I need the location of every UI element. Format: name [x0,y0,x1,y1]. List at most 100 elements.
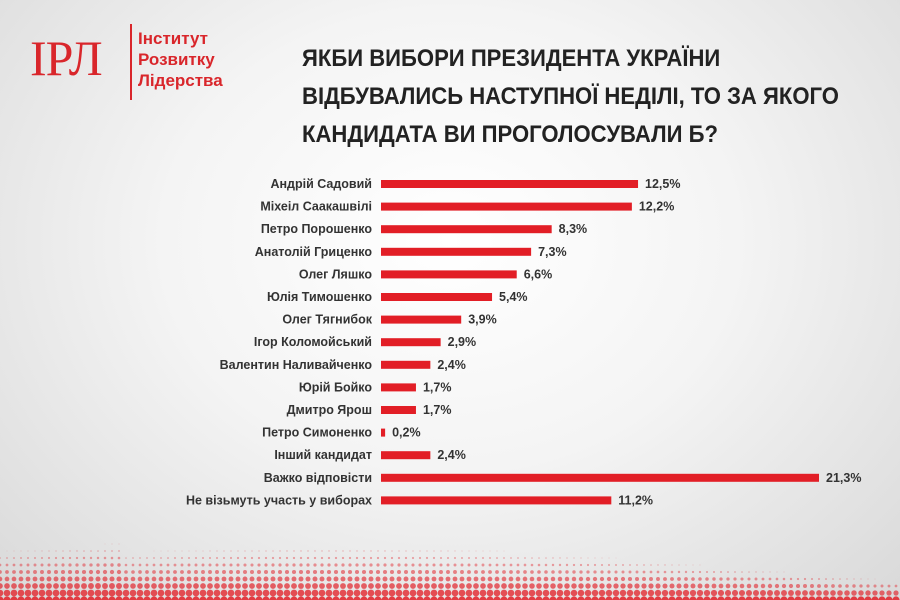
halftone-dot [68,556,72,560]
halftone-dot [340,569,346,575]
bar [381,247,532,256]
halftone-dot [411,570,415,574]
halftone-dot [531,557,533,559]
halftone-dot [636,564,638,566]
halftone-dot [752,596,760,600]
halftone-dot [256,583,262,589]
halftone-dot [766,596,774,600]
halftone-dot [444,596,452,600]
halftone-dot [181,557,183,559]
halftone-dot [710,596,718,600]
halftone-dot [591,589,599,597]
halftone-dot [656,577,660,581]
halftone-dot [81,569,87,575]
halftone-dot [676,583,682,589]
value-label: 5,4% [499,290,527,304]
category-label: Олег Ляшко [299,267,373,281]
halftone-dot [68,563,72,567]
halftone-dot [129,589,137,597]
halftone-dot [311,589,319,597]
halftone-dot [446,570,450,574]
halftone-dot [837,590,843,596]
halftone-dot [867,578,869,580]
halftone-dot [710,589,718,597]
halftone-dot [171,589,179,597]
halftone-dot [334,556,338,560]
halftone-dot [585,576,591,582]
halftone-dot [229,563,233,567]
halftone-dot [346,589,354,597]
halftone-dot [727,571,729,573]
halftone-dot [277,576,283,582]
halftone-dot [402,589,410,597]
halftone-dot [759,589,767,597]
halftone-dot [269,596,277,600]
halftone-dot [339,589,347,597]
halftone-dot [333,583,339,589]
halftone-dot [187,570,191,574]
halftone-dot [5,570,9,574]
halftone-dot [825,578,827,580]
bar [381,451,431,460]
halftone-dot [601,557,603,559]
halftone-dot [213,589,221,597]
halftone-dot [383,563,387,567]
halftone-dot [850,596,858,600]
halftone-dot [647,589,655,597]
halftone-dot [437,589,445,597]
halftone-dot [579,570,583,574]
halftone-dot [537,570,541,574]
halftone-dot [185,596,193,600]
halftone-dot [19,570,23,574]
halftone-dot [111,550,113,552]
halftone-dot [563,596,571,600]
halftone-dot [675,589,683,597]
halftone-dot [529,583,535,589]
halftone-dot [424,576,430,582]
halftone-dot [96,563,100,567]
halftone-dot [255,596,263,600]
halftone-dot [822,596,830,600]
halftone-dot [389,583,395,589]
halftone-dot [739,583,745,589]
halftone-dot [740,577,744,581]
halftone-dot [355,563,359,567]
halftone-dot [214,576,220,582]
halftone-dot [755,571,757,573]
halftone-dot [515,583,521,589]
halftone-dot [703,596,711,600]
halftone-dot [185,589,193,597]
halftone-dot [159,570,163,574]
halftone-dot [290,596,298,600]
halftone-dot [465,589,473,597]
halftone-dot [312,569,318,575]
halftone-dot [361,583,367,589]
halftone-dot [535,589,543,597]
halftone-dot [528,589,536,597]
halftone-dot [599,583,605,589]
halftone-dot [129,596,137,600]
halftone-dot [446,556,450,560]
halftone-dot [795,590,801,596]
halftone-dot [641,583,647,589]
halftone-dot [81,576,87,582]
halftone-dot [263,583,269,589]
halftone-dot [104,550,106,552]
halftone-dot [857,596,865,600]
halftone-dot [572,563,576,567]
halftone-dot [551,570,555,574]
halftone-dot [654,596,662,600]
halftone-dot [132,557,134,559]
halftone-dot [515,576,521,582]
halftone-dot [781,583,787,589]
halftone-dot [94,596,102,600]
halftone-dot [353,596,361,600]
halftone-dot [510,557,512,559]
halftone-dot [592,576,598,582]
halftone-dot [794,596,802,600]
halftone-dot [248,596,256,600]
halftone-dot [306,556,310,560]
halftone-dot [223,550,225,552]
halftone-dot [689,596,697,600]
halftone-dot [0,563,2,567]
